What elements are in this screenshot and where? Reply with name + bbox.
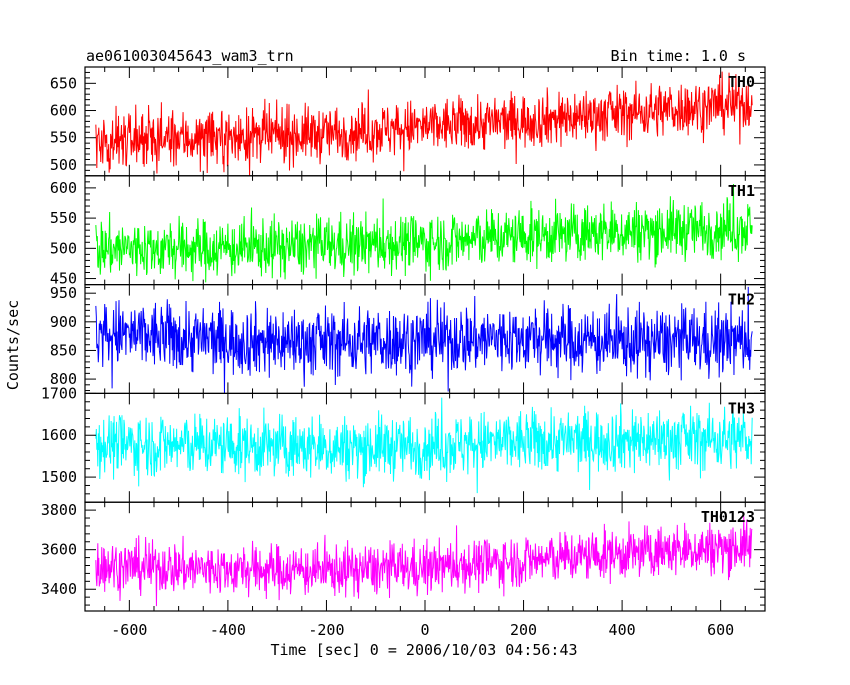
panel-th1: 450 500 550 600 TH1 [50, 175, 766, 288]
y-tick-label: 1500 [41, 468, 77, 486]
series-line-th1 [95, 183, 753, 283]
y-tick-label: 800 [50, 370, 77, 388]
y-tick-label: 600 [50, 102, 77, 120]
series-line-th2 [95, 286, 753, 394]
y-tick-label: 3800 [41, 501, 77, 519]
panel-label-th1: TH1 [728, 182, 755, 200]
x-axis-label: Time [sec] 0 = 2006/10/03 04:56:43 [270, 641, 577, 659]
y-tick-label: 1700 [41, 384, 77, 402]
chart-title: ae061003045643_wam3_trn [86, 47, 294, 65]
panel-th3: 1500 1600 1700 TH3 [41, 384, 766, 503]
y-tick-label: 500 [50, 156, 77, 174]
y-tick-label: 550 [50, 209, 77, 227]
panel-th0: 500 550 600 650 TH0 [50, 66, 766, 177]
y-tick-label: 900 [50, 313, 77, 331]
x-tick-label: 400 [609, 621, 636, 639]
x-tick-label: 600 [707, 621, 734, 639]
panel-th2: 800 850 900 950 TH2 [50, 284, 766, 395]
panel-label-th0: TH0 [728, 73, 755, 91]
panel-th0123: 3400 3600 3800 TH0123 [41, 501, 766, 612]
x-tick-label: 0 [420, 621, 429, 639]
y-tick-label: 3400 [41, 580, 77, 598]
x-tick-label: -400 [210, 621, 246, 639]
y-axis-label: Counts/sec [4, 300, 22, 390]
panel-label-th3: TH3 [728, 399, 755, 417]
y-tick-label: 500 [50, 239, 77, 257]
series-line-th0 [95, 71, 753, 176]
bin-time-label: Bin time: 1.0 s [611, 47, 746, 65]
x-tick-label: 200 [510, 621, 537, 639]
panels-group: 500 550 600 650 TH0 450 500 550 600 TH1 800 850 900 9… [41, 66, 766, 639]
panel-label-th0123: TH0123 [701, 508, 755, 526]
y-tick-label: 600 [50, 179, 77, 197]
series-line-th0123 [95, 516, 753, 607]
y-tick-label: 850 [50, 341, 77, 359]
y-tick-label: 450 [50, 270, 77, 288]
y-tick-label: 950 [50, 284, 77, 302]
y-tick-label: 3600 [41, 541, 77, 559]
panel-label-th2: TH2 [728, 291, 755, 309]
series-line-th3 [95, 397, 753, 494]
x-tick-label: -200 [308, 621, 344, 639]
x-tick-label: -600 [111, 621, 147, 639]
y-tick-label: 650 [50, 74, 77, 92]
y-tick-label: 550 [50, 129, 77, 147]
y-tick-label: 1600 [41, 426, 77, 444]
